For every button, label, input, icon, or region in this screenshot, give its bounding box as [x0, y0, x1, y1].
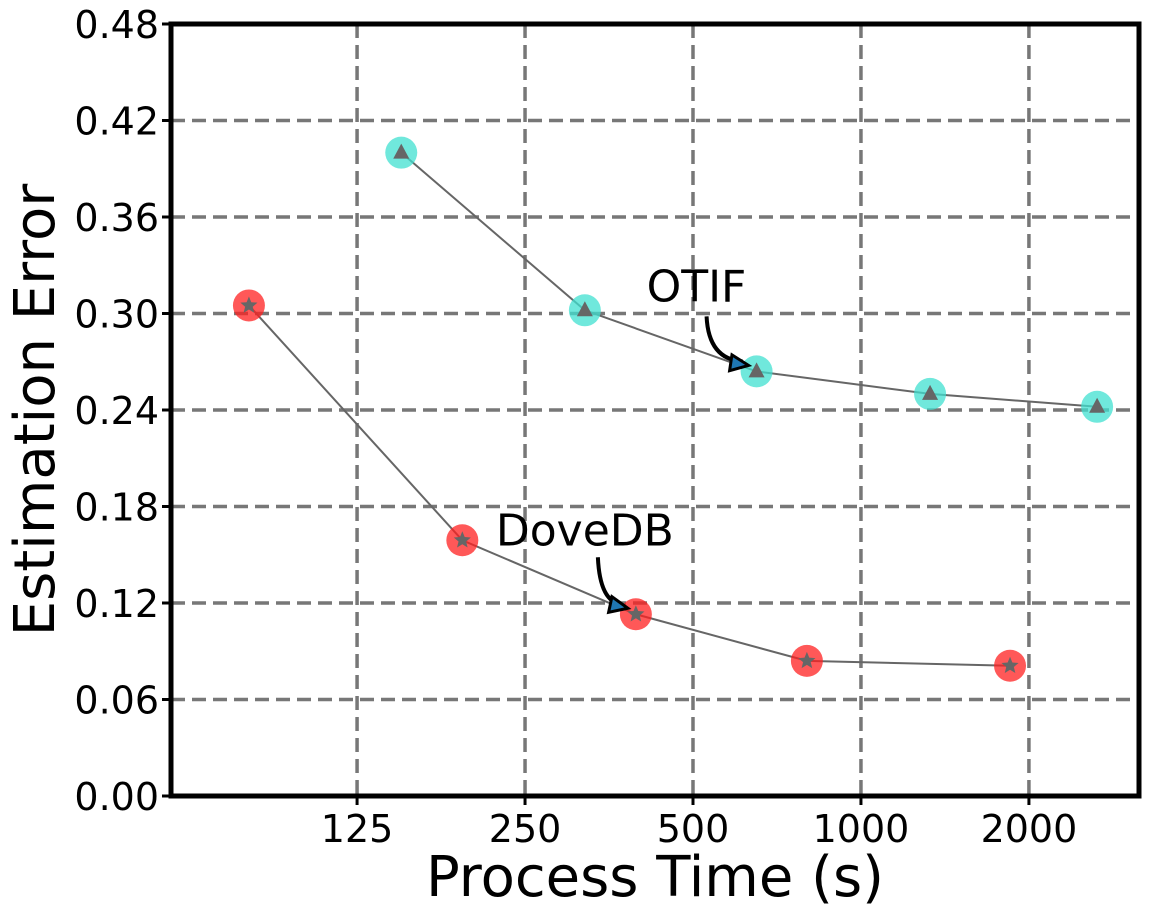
grid [171, 24, 1139, 796]
x-tick-label: 500 [657, 807, 730, 851]
triangle-marker [922, 384, 939, 400]
star-marker [798, 651, 816, 669]
annotations: OTIF DoveDB [496, 261, 753, 615]
star-marker [627, 605, 645, 622]
x-tick-label: 125 [321, 807, 394, 851]
x-axis-ticks: 125 250 500 1000 2000 [321, 796, 1077, 851]
annotation-label: OTIF [647, 261, 747, 312]
y-tick-label: 0.12 [74, 582, 159, 626]
y-axis-ticks: 0.00 0.06 0.12 0.18 0.24 0.30 0.36 0.42 0.48 [74, 3, 171, 819]
y-tick-label: 0.48 [74, 3, 159, 47]
star-marker [240, 296, 258, 313]
x-tick-label: 250 [489, 807, 562, 851]
y-tick-label: 0.36 [74, 196, 159, 240]
annotation-arrowhead [606, 594, 632, 615]
x-tick-label: 2000 [981, 807, 1078, 851]
y-tick-label: 0.18 [74, 486, 159, 530]
annotation-label: DoveDB [496, 505, 674, 556]
y-axis-title: Estimation Error [3, 183, 68, 636]
annotation-arrowhead [727, 352, 753, 373]
y-tick-label: 0.06 [74, 679, 159, 723]
markers [232, 136, 1114, 682]
x-axis-title: Process Time (s) [426, 845, 884, 910]
star-marker [1001, 656, 1019, 674]
triangle-marker [393, 143, 410, 159]
y-tick-label: 0.42 [74, 100, 159, 144]
y-tick-label: 0.30 [74, 293, 159, 337]
x-tick-label: 1000 [813, 807, 910, 851]
annotation-arrow [595, 557, 623, 607]
triangle-marker [748, 362, 765, 378]
y-tick-label: 0.24 [74, 389, 159, 433]
y-tick-label: 0.00 [74, 775, 159, 819]
star-marker [453, 531, 471, 548]
triangle-marker [576, 301, 593, 317]
triangle-marker [1089, 397, 1106, 413]
